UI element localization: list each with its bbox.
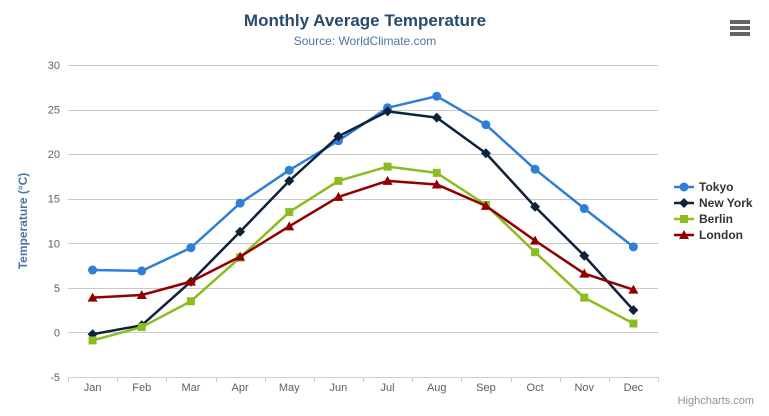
data-point-berlin-nov[interactable] (580, 293, 589, 302)
data-point-berlin-oct[interactable] (531, 248, 540, 257)
legend-label: Berlin (699, 212, 734, 226)
legend-marker-tokyo (679, 182, 689, 192)
data-point-new-york-aug[interactable] (431, 112, 442, 123)
y-axis-tick-label: 15 (48, 194, 60, 206)
x-axis-tick-label: Sep (476, 382, 496, 394)
x-axis-tick-label: Jan (84, 382, 102, 394)
legend-marker-london (679, 230, 689, 239)
data-point-tokyo-nov[interactable] (579, 204, 589, 214)
legend-item-tokyo[interactable]: Tokyo (674, 179, 753, 195)
data-point-tokyo-sep[interactable] (481, 120, 491, 130)
legend-marker-berlin (680, 215, 688, 223)
legend: Tokyo New York Berlin London (674, 179, 753, 243)
legend-symbol-triangle-icon (674, 230, 694, 239)
x-axis-tick-label: Jul (381, 382, 395, 394)
data-point-london-oct[interactable] (530, 235, 541, 245)
data-point-london-jun[interactable] (333, 191, 344, 201)
y-axis-tick-label: 10 (48, 238, 60, 250)
series-line-berlin[interactable] (91, 165, 635, 342)
data-point-berlin-jul[interactable] (383, 162, 392, 171)
series-line-london[interactable] (91, 179, 635, 299)
data-point-london-may[interactable] (284, 221, 295, 231)
legend-symbol-square-icon (674, 215, 694, 223)
x-axis-tick-label: Dec (624, 382, 644, 394)
legend-marker-new-york (679, 198, 689, 208)
series-line-tokyo[interactable] (91, 94, 635, 273)
series-line-new-york[interactable] (91, 110, 635, 336)
x-axis-tick-label: Aug (427, 382, 447, 394)
data-point-tokyo-oct[interactable] (530, 164, 540, 174)
data-point-london-nov[interactable] (579, 268, 590, 278)
y-axis-tick-label: 30 (48, 60, 60, 72)
hamburger-icon (729, 20, 751, 36)
series-new-york (87, 106, 639, 340)
data-point-new-york-apr[interactable] (235, 226, 246, 237)
data-point-tokyo-feb[interactable] (137, 266, 147, 276)
data-point-berlin-feb[interactable] (137, 323, 146, 332)
y-axis-tick-label: 20 (48, 149, 60, 161)
y-axis-tick-label: 5 (54, 283, 60, 295)
data-point-london-jul[interactable] (382, 175, 393, 185)
data-point-new-york-nov[interactable] (579, 250, 590, 261)
data-point-new-york-sep[interactable] (480, 148, 491, 159)
export-menu-button[interactable] (726, 17, 754, 41)
data-point-berlin-jan[interactable] (88, 336, 97, 345)
x-axis-tick-label: Jun (330, 382, 348, 394)
series-tokyo (88, 91, 638, 276)
data-point-new-york-oct[interactable] (530, 201, 541, 212)
y-axis-tick-label: 0 (54, 327, 60, 339)
series-london (87, 175, 639, 302)
x-axis-tick-label: Oct (527, 382, 544, 394)
data-point-berlin-mar[interactable] (186, 297, 195, 306)
y-axis-title: Temperature (°C) (16, 173, 30, 270)
legend-item-london[interactable]: London (674, 227, 753, 243)
x-axis-tick-label: May (279, 382, 300, 394)
data-point-tokyo-dec[interactable] (628, 242, 638, 252)
data-point-tokyo-may[interactable] (284, 165, 294, 175)
legend-symbol-circle-icon (674, 182, 694, 192)
data-point-tokyo-aug[interactable] (432, 91, 442, 101)
data-point-new-york-dec[interactable] (628, 305, 639, 316)
data-point-berlin-dec[interactable] (629, 319, 638, 328)
legend-item-berlin[interactable]: Berlin (674, 211, 753, 227)
data-point-berlin-may[interactable] (285, 208, 294, 217)
data-point-london-feb[interactable] (136, 289, 147, 299)
data-point-london-sep[interactable] (480, 200, 491, 210)
data-point-new-york-jun[interactable] (333, 131, 344, 142)
data-point-tokyo-jan[interactable] (88, 265, 98, 275)
legend-item-new-york[interactable]: New York (674, 195, 753, 211)
data-point-berlin-aug[interactable] (432, 168, 441, 177)
data-point-london-apr[interactable] (235, 251, 246, 261)
data-point-london-dec[interactable] (628, 284, 639, 294)
data-point-london-jan[interactable] (87, 292, 98, 302)
y-axis-tick-label: 25 (48, 105, 60, 117)
legend-label: London (699, 228, 743, 242)
data-point-berlin-jun[interactable] (334, 176, 343, 185)
x-axis-tick-label: Nov (574, 382, 594, 394)
legend-label: Tokyo (699, 180, 734, 194)
data-point-london-mar[interactable] (185, 276, 196, 286)
data-point-new-york-may[interactable] (284, 175, 295, 186)
data-point-tokyo-mar[interactable] (186, 243, 196, 253)
x-axis-tick-label: Mar (181, 382, 200, 394)
y-axis-tick-label: -5 (50, 372, 60, 384)
x-axis-tick-label: Feb (132, 382, 151, 394)
credits-link[interactable]: Highcharts.com (677, 395, 754, 407)
data-point-london-aug[interactable] (431, 179, 442, 189)
legend-label: New York (699, 196, 753, 210)
chart-subtitle: Source: WorldClimate.com (293, 34, 437, 48)
legend-symbol-diamond-icon (674, 198, 694, 208)
data-point-new-york-jul[interactable] (382, 106, 393, 117)
data-point-tokyo-apr[interactable] (235, 198, 245, 208)
x-axis-tick-label: Apr (232, 382, 249, 394)
chart-title: Monthly Average Temperature (243, 11, 487, 30)
